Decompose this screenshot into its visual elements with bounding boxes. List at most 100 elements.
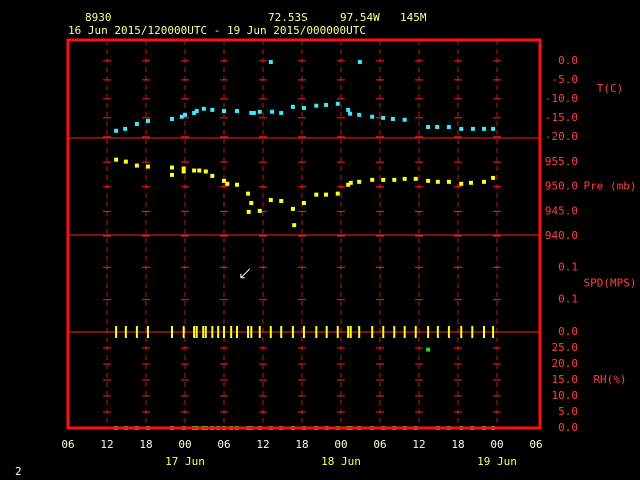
day-label: 19 Jun xyxy=(477,455,517,468)
data-point xyxy=(251,110,256,115)
elevation: 145M xyxy=(400,11,427,24)
period: 16 Jun 2015/120000UTC - 19 Jun 2015/0000… xyxy=(68,24,366,37)
data-point xyxy=(491,126,496,131)
y-tick-label: 945.0 xyxy=(545,204,578,217)
data-point xyxy=(324,192,329,197)
data-point xyxy=(335,101,340,106)
data-point xyxy=(446,179,451,184)
data-point xyxy=(270,109,275,114)
data-point xyxy=(134,121,139,126)
data-point xyxy=(257,208,262,213)
data-point xyxy=(402,117,407,122)
data-point xyxy=(179,114,184,119)
axis-label: Pre (mb) xyxy=(584,180,637,193)
data-point xyxy=(370,114,375,119)
y-tick-label: -15.0 xyxy=(545,111,578,124)
data-point xyxy=(290,206,295,211)
data-point xyxy=(181,166,186,171)
data-point xyxy=(183,112,187,117)
data-point xyxy=(268,198,273,203)
x-tick-label: 06 xyxy=(373,438,386,451)
data-point xyxy=(203,169,208,174)
data-point xyxy=(459,126,464,131)
x-tick-label: 18 xyxy=(295,438,308,451)
data-point xyxy=(279,110,284,115)
y-tick-label: 25.0 xyxy=(552,341,579,354)
data-point xyxy=(402,176,407,181)
y-tick-label: 0.1 xyxy=(558,293,578,306)
y-tick-label: 5.0 xyxy=(558,405,578,418)
data-point xyxy=(192,168,197,173)
y-tick-label: -5.0 xyxy=(552,73,579,86)
y-tick-label: 20.0 xyxy=(552,357,579,370)
data-point xyxy=(435,124,440,129)
data-point xyxy=(346,182,351,187)
data-point xyxy=(145,164,150,169)
y-tick-label: -20.0 xyxy=(545,130,578,143)
data-point xyxy=(470,126,475,131)
data-point xyxy=(246,209,251,214)
data-point xyxy=(194,109,199,114)
x-tick-label: 00 xyxy=(334,438,347,451)
y-tick-label: 0.0 xyxy=(558,421,578,434)
data-point xyxy=(491,175,496,180)
data-point xyxy=(201,106,206,111)
y-tick-label: 940.0 xyxy=(545,229,578,242)
data-point xyxy=(192,110,197,115)
data-point xyxy=(114,128,119,133)
y-tick-label: 0.1 xyxy=(558,260,578,273)
data-point xyxy=(370,177,375,182)
data-point xyxy=(314,192,319,197)
data-point xyxy=(391,117,395,122)
data-point xyxy=(210,173,215,178)
axis-label: T(C) xyxy=(597,82,624,95)
x-tick-label: 18 xyxy=(451,438,464,451)
data-point xyxy=(413,176,418,181)
data-point xyxy=(357,179,362,184)
data-point xyxy=(114,157,119,162)
x-tick-label: 06 xyxy=(61,438,74,451)
x-tick-label: 06 xyxy=(529,438,542,451)
x-tick-label: 12 xyxy=(256,438,269,451)
data-point xyxy=(392,177,397,182)
frame xyxy=(66,38,542,430)
axis-label: RH(%) xyxy=(593,373,626,386)
data-point xyxy=(268,60,273,65)
wind-arrow xyxy=(240,268,251,279)
x-tick-label: 00 xyxy=(490,438,503,451)
data-point xyxy=(482,126,486,131)
data-point xyxy=(134,163,139,168)
x-tick-label: 12 xyxy=(100,438,113,451)
data-point xyxy=(290,104,295,109)
data-point xyxy=(197,168,202,173)
x-tick-label: 00 xyxy=(178,438,191,451)
data-point xyxy=(469,180,473,185)
x-tick-label: 18 xyxy=(139,438,152,451)
data-point xyxy=(426,347,431,352)
day-label: 17 Jun xyxy=(165,455,205,468)
data-point xyxy=(346,107,351,112)
data-point xyxy=(314,103,319,108)
data-point xyxy=(301,200,306,205)
y-tick-label: 0.0 xyxy=(558,325,578,338)
data-point xyxy=(225,181,230,186)
data-point xyxy=(482,179,486,184)
data-point xyxy=(335,191,340,196)
data-point xyxy=(246,191,251,196)
data-point xyxy=(426,178,431,183)
data-point xyxy=(222,109,226,114)
data-point xyxy=(357,60,362,65)
y-tick-label: 15.0 xyxy=(552,373,579,386)
data-point xyxy=(222,178,226,183)
data-point xyxy=(145,118,150,123)
axis-label: SPD(MPS) xyxy=(584,277,637,290)
latitude: 72.53S xyxy=(268,11,308,24)
data-point xyxy=(170,117,174,122)
x-tick-label: 12 xyxy=(412,438,425,451)
data-point xyxy=(181,169,186,174)
data-point xyxy=(170,172,174,177)
y-tick-label: 10.0 xyxy=(552,389,579,402)
data-point xyxy=(170,165,174,170)
data-point xyxy=(324,102,329,107)
